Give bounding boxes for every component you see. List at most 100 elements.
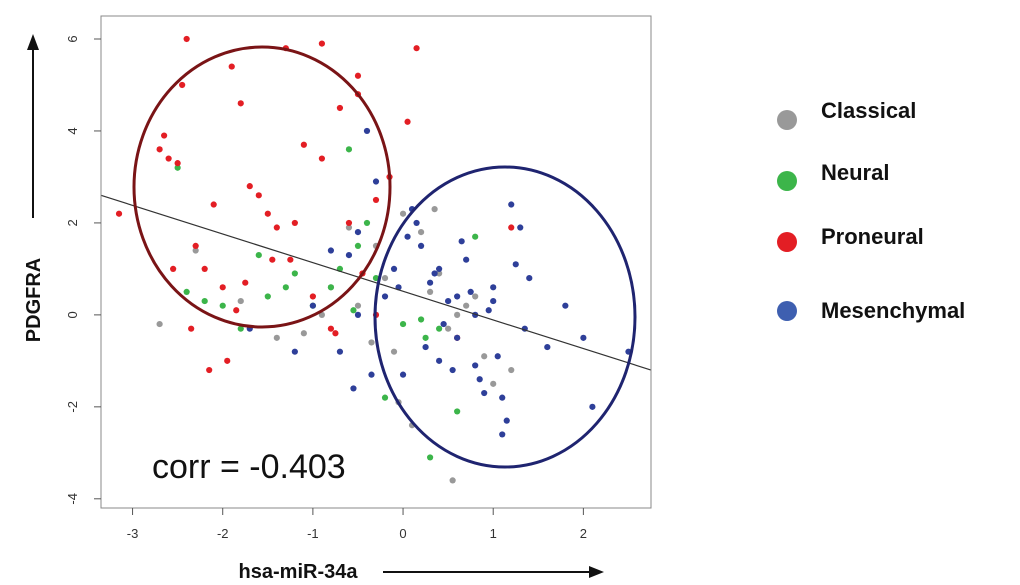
point-classical	[454, 311, 461, 318]
point-mesenchymal	[354, 229, 362, 236]
point-mesenchymal	[291, 348, 298, 355]
point-mesenchymal	[436, 265, 443, 272]
point-neural	[436, 325, 443, 332]
legend-label-neural: Neural	[821, 160, 889, 185]
point-mesenchymal	[499, 394, 506, 401]
point-mesenchymal	[499, 431, 506, 438]
point-neural	[201, 297, 208, 305]
point-neural	[219, 302, 226, 309]
point-mesenchymal	[512, 261, 519, 268]
point-mesenchymal	[354, 311, 362, 318]
point-neural	[291, 270, 298, 277]
point-proneural	[188, 325, 195, 332]
point-mesenchymal	[431, 270, 438, 277]
point-neural	[381, 394, 389, 401]
proneural-cluster-ellipse	[132, 45, 392, 329]
point-neural	[426, 454, 434, 461]
legend-item-classical: Classical	[777, 98, 916, 130]
point-classical	[417, 229, 425, 236]
point-mesenchymal	[445, 297, 452, 305]
point-classical	[399, 210, 407, 217]
plot-frame	[100, 15, 652, 509]
point-classical	[490, 380, 497, 387]
point-proneural	[508, 224, 515, 231]
point-mesenchymal	[490, 284, 497, 291]
point-neural	[183, 288, 190, 295]
point-mesenchymal	[467, 288, 474, 295]
x-tick-label: -2	[217, 526, 229, 541]
point-proneural	[318, 155, 326, 162]
point-proneural	[336, 104, 344, 112]
point-mesenchymal	[372, 178, 380, 185]
point-classical	[426, 288, 434, 295]
y-axis-title: PDGFRA	[23, 258, 45, 342]
x-tick-label: 1	[490, 526, 497, 541]
point-proneural	[165, 155, 172, 162]
point-classical	[390, 348, 398, 355]
point-proneural	[264, 210, 271, 217]
point-neural	[363, 219, 371, 227]
point-proneural	[354, 72, 362, 79]
y-tick-label: -2	[65, 401, 80, 413]
point-mesenchymal	[327, 247, 335, 254]
point-proneural	[255, 192, 262, 199]
legend-label-mesenchymal: Mesenchymal	[821, 298, 965, 323]
legend-marker-neural	[777, 171, 797, 191]
point-mesenchymal	[517, 224, 524, 231]
legend-marker-mesenchymal	[777, 301, 797, 321]
point-proneural	[291, 219, 298, 227]
point-proneural	[179, 81, 186, 89]
point-mesenchymal	[345, 252, 353, 259]
point-proneural	[269, 256, 276, 263]
point-mesenchymal	[368, 371, 375, 378]
point-proneural	[161, 132, 168, 139]
x-tick-label: -3	[127, 526, 139, 541]
y-tick-label: -4	[65, 493, 80, 505]
trend-line	[100, 194, 652, 371]
point-mesenchymal	[422, 343, 429, 351]
point-mesenchymal	[476, 376, 483, 383]
point-mesenchymal	[481, 389, 488, 397]
point-mesenchymal	[562, 302, 569, 309]
point-proneural	[192, 242, 199, 250]
x-tick-label: 0	[399, 526, 406, 541]
point-classical	[381, 274, 389, 282]
point-proneural	[372, 196, 380, 204]
legend-item-mesenchymal: Mesenchymal	[777, 298, 965, 323]
point-proneural	[287, 256, 294, 263]
point-proneural	[242, 279, 249, 286]
point-classical	[156, 320, 163, 328]
point-proneural	[224, 357, 231, 364]
point-classical	[445, 325, 452, 332]
point-proneural	[309, 293, 316, 300]
y-tick-label: 0	[65, 311, 80, 318]
point-classical	[368, 339, 375, 346]
x-axis-arrow-head	[589, 566, 604, 578]
y-tick-label: 2	[65, 219, 80, 226]
x-tick-label: 2	[580, 526, 587, 541]
point-mesenchymal	[490, 297, 497, 305]
point-mesenchymal	[413, 219, 420, 227]
point-proneural	[318, 40, 326, 47]
point-classical	[300, 330, 307, 337]
point-mesenchymal	[454, 293, 461, 300]
point-classical	[472, 293, 479, 300]
x-axis-title: hsa-miR-34a	[239, 561, 359, 583]
point-neural	[345, 146, 353, 153]
point-mesenchymal	[363, 127, 371, 135]
y-tick-label: 6	[65, 35, 80, 42]
point-mesenchymal	[436, 357, 443, 364]
point-mesenchymal	[399, 371, 407, 378]
point-mesenchymal	[309, 302, 316, 309]
point-mesenchymal	[449, 366, 456, 374]
point-mesenchymal	[463, 256, 470, 263]
point-mesenchymal	[381, 293, 389, 300]
point-classical	[354, 302, 362, 309]
y-axis-arrow-head	[27, 34, 39, 50]
point-neural	[174, 164, 181, 171]
point-mesenchymal	[589, 403, 596, 410]
legend-marker-proneural	[777, 232, 797, 252]
point-mesenchymal	[458, 238, 465, 245]
point-proneural	[219, 284, 226, 291]
